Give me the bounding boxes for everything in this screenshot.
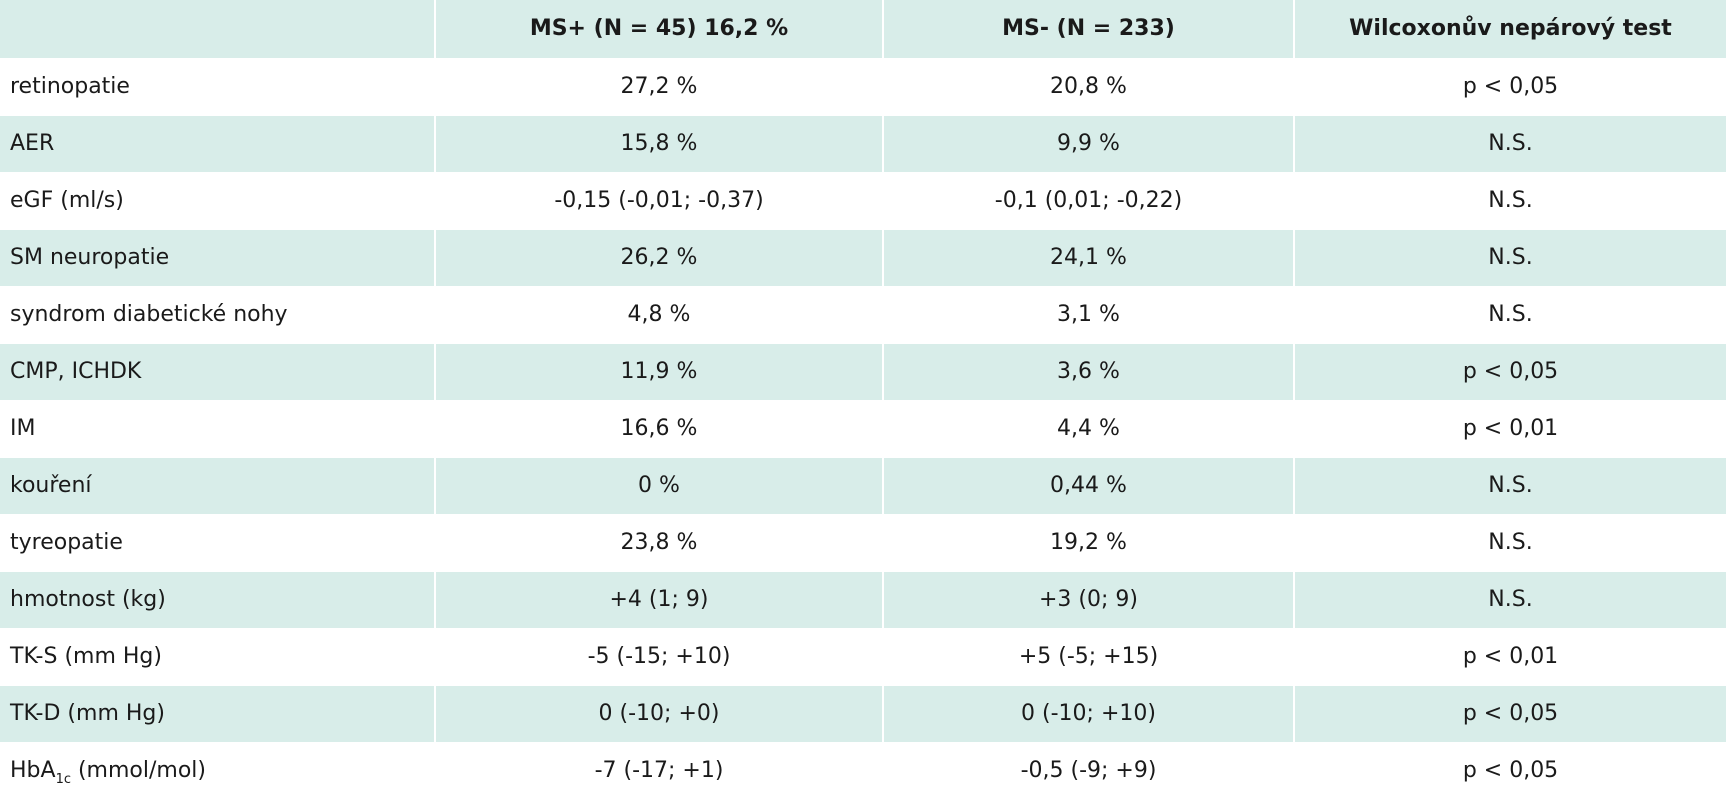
header-cell-test: Wilcoxonův nepárový test <box>1349 16 1672 42</box>
row-label: AER <box>0 114 436 172</box>
header-cell-parameter <box>0 0 436 58</box>
ms-plus-value: 0 % <box>435 456 884 514</box>
table-row: eGF (ml/s) -0,15 (-0,01; -0,37) -0,1 (0,… <box>0 171 1726 229</box>
table-row: AER 15,8 % 9,9 % N.S. <box>0 114 1726 172</box>
test-value: N.S. <box>1294 570 1726 628</box>
table-row: IM 16,6 % 4,4 % p < 0,01 <box>0 399 1726 457</box>
ms-minus-value: 0,44 % <box>883 456 1295 514</box>
table-row: tyreopatie 23,8 % 19,2 % N.S. <box>0 513 1726 571</box>
row-label-subscript: 1c <box>55 772 71 788</box>
test-value: p < 0,01 <box>1294 399 1726 457</box>
row-label: tyreopatie <box>0 513 436 571</box>
row-label: SM neuropatie <box>0 228 436 286</box>
header-cell-ms-plus: MS+ (N = 45) 16,2 % <box>435 0 884 58</box>
test-value: p < 0,05 <box>1294 342 1726 400</box>
ms-minus-value: 3,6 % <box>883 342 1295 400</box>
ms-plus-value: 15,8 % <box>435 114 884 172</box>
test-value: N.S. <box>1294 513 1726 571</box>
ms-minus-value: -0,5 (-9; +9) <box>883 741 1295 799</box>
test-value: N.S. <box>1294 114 1726 172</box>
ms-plus-value: -0,15 (-0,01; -0,37) <box>435 171 884 229</box>
ms-minus-value: 0 (-10; +10) <box>883 684 1295 742</box>
row-label: hmotnost (kg) <box>0 570 436 628</box>
ms-minus-value: +3 (0; 9) <box>883 570 1295 628</box>
ms-minus-value: -0,1 (0,01; -0,22) <box>883 171 1295 229</box>
ms-minus-value: 24,1 % <box>883 228 1295 286</box>
test-value: p < 0,01 <box>1294 627 1726 685</box>
row-label-unit: (mmol/mol) <box>70 758 206 784</box>
test-value: N.S. <box>1294 285 1726 343</box>
ms-plus-value: 16,6 % <box>435 399 884 457</box>
test-value: N.S. <box>1294 228 1726 286</box>
test-value: N.S. <box>1294 456 1726 514</box>
table-header-row: MS+ (N = 45) 16,2 % MS- (N = 233) Wilcox… <box>0 0 1726 58</box>
table-row: kouření 0 % 0,44 % N.S. <box>0 456 1726 514</box>
ms-plus-value: 27,2 % <box>435 57 884 115</box>
row-label: eGF (ml/s) <box>0 171 436 229</box>
header-cell-ms-minus: MS- (N = 233) <box>883 0 1295 58</box>
ms-plus-value: 0 (-10; +0) <box>435 684 884 742</box>
row-label-main: HbA <box>10 758 56 784</box>
test-value: N.S. <box>1294 171 1726 229</box>
table-row: retinopatie 27,2 % 20,8 % p < 0,05 <box>0 57 1726 115</box>
ms-plus-value: +4 (1; 9) <box>435 570 884 628</box>
row-label: TK-D (mm Hg) <box>0 684 436 742</box>
row-label: IM <box>0 399 436 457</box>
ms-minus-value: +5 (-5; +15) <box>883 627 1295 685</box>
test-value: p < 0,05 <box>1294 741 1726 799</box>
table-row: syndrom diabetické nohy 4,8 % 3,1 % N.S. <box>0 285 1726 343</box>
ms-plus-value: -7 (-17; +1) <box>435 741 884 799</box>
ms-minus-value: 9,9 % <box>883 114 1295 172</box>
ms-plus-value: 11,9 % <box>435 342 884 400</box>
test-value: p < 0,05 <box>1294 684 1726 742</box>
row-label: HbA1c (mmol/mol) <box>0 741 436 799</box>
row-label: kouření <box>0 456 436 514</box>
table-row: hmotnost (kg) +4 (1; 9) +3 (0; 9) N.S. <box>0 570 1726 628</box>
ms-plus-value: 26,2 % <box>435 228 884 286</box>
test-value: p < 0,05 <box>1294 57 1726 115</box>
row-label: retinopatie <box>0 57 436 115</box>
ms-plus-value: 4,8 % <box>435 285 884 343</box>
ms-minus-value: 3,1 % <box>883 285 1295 343</box>
table-row: SM neuropatie 26,2 % 24,1 % N.S. <box>0 228 1726 286</box>
ms-plus-value: 23,8 % <box>435 513 884 571</box>
table-row: TK-S (mm Hg) -5 (-15; +10) +5 (-5; +15) … <box>0 627 1726 685</box>
row-label: TK-S (mm Hg) <box>0 627 436 685</box>
row-label: syndrom diabetické nohy <box>0 285 436 343</box>
ms-plus-value: -5 (-15; +10) <box>435 627 884 685</box>
ms-minus-value: 19,2 % <box>883 513 1295 571</box>
ms-minus-value: 20,8 % <box>883 57 1295 115</box>
table-row: CMP, ICHDK 11,9 % 3,6 % p < 0,05 <box>0 342 1726 400</box>
table-row: TK-D (mm Hg) 0 (-10; +0) 0 (-10; +10) p … <box>0 684 1726 742</box>
row-label: CMP, ICHDK <box>0 342 436 400</box>
table-row: HbA1c (mmol/mol) -7 (-17; +1) -0,5 (-9; … <box>0 741 1726 799</box>
ms-minus-value: 4,4 % <box>883 399 1295 457</box>
